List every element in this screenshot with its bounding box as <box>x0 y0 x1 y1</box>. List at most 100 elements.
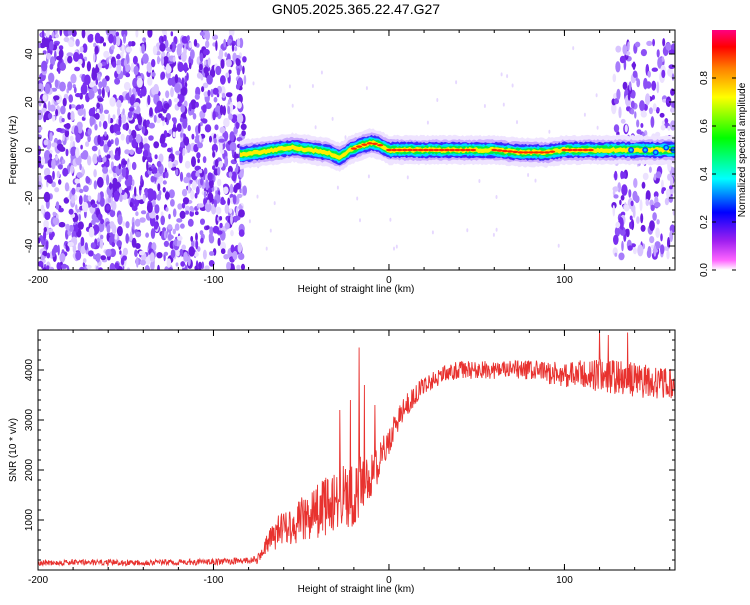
snr-y-tick-label: 3000 <box>24 408 35 431</box>
noise-blob <box>123 34 126 44</box>
noise-blob <box>186 35 190 42</box>
noise-blob <box>125 221 130 229</box>
noise-blob <box>205 225 210 230</box>
noise-blob <box>233 184 238 194</box>
noise-blob <box>165 207 169 212</box>
noise-blob <box>229 131 235 142</box>
noise-blob <box>128 161 131 172</box>
noise-blob <box>168 189 175 199</box>
noise-blob <box>226 261 231 270</box>
noise-blob <box>67 241 74 247</box>
noise-blob <box>164 266 169 270</box>
late-noise-blob <box>636 119 640 128</box>
noise-blob <box>120 133 125 141</box>
noise-blob <box>151 72 156 77</box>
late-noise-blob <box>660 233 663 242</box>
noise-blob <box>232 194 237 205</box>
noise-blob <box>109 182 113 190</box>
late-noise-blob <box>640 49 648 57</box>
noise-blob <box>95 77 99 86</box>
noise-blob <box>236 264 241 270</box>
noise-blob <box>75 38 80 47</box>
late-noise-blob <box>659 112 665 118</box>
noise-blob <box>181 188 188 197</box>
noise-blob <box>93 253 96 260</box>
late-noise-blob <box>645 198 650 207</box>
late-noise-blob <box>634 111 637 119</box>
noise-blob <box>43 230 47 241</box>
late-noise-blob <box>612 73 617 83</box>
signal-peak-mark <box>577 148 584 152</box>
noise-blob <box>176 123 182 132</box>
noise-blob <box>161 116 165 121</box>
noise-blob <box>222 105 226 116</box>
noise-blob <box>187 218 194 227</box>
late-noise-blob <box>654 202 661 208</box>
noise-blob <box>114 262 120 270</box>
noise-blob <box>96 108 100 113</box>
noise-blob <box>160 142 168 148</box>
late-noise-blob <box>657 57 663 69</box>
late-noise-blob <box>655 107 660 113</box>
late-noise-blob <box>616 88 621 100</box>
noise-blob <box>104 131 107 137</box>
noise-blob <box>46 30 50 38</box>
signal-peak-mark <box>454 148 461 152</box>
noise-blob <box>48 228 54 233</box>
noise-blob <box>99 113 105 122</box>
late-noise-blob <box>620 221 624 231</box>
sparse-noise-dot <box>252 81 255 86</box>
noise-blob <box>49 132 53 142</box>
signal-peak-mark <box>443 148 450 152</box>
noise-blob <box>228 30 235 37</box>
noise-blob <box>218 160 224 168</box>
snr-y-axis-label: SNR (10 * v/v) <box>8 418 19 482</box>
late-noise-blob <box>654 131 661 138</box>
noise-blob <box>217 178 222 187</box>
sparse-noise-dot <box>426 120 429 125</box>
snr-y-tick-label: 1000 <box>24 508 35 531</box>
noise-blob <box>118 186 123 194</box>
signal-peak-mark <box>522 151 529 154</box>
noise-blob <box>51 181 56 188</box>
noise-blob <box>58 179 62 185</box>
noise-blob <box>203 48 210 56</box>
late-noise-blob <box>661 179 664 189</box>
snr-x-tick-label: 0 <box>386 575 392 586</box>
noise-blob <box>79 46 84 53</box>
noise-blob <box>42 94 47 102</box>
sparse-noise-dot <box>596 125 599 130</box>
signal-peak-mark <box>512 150 519 154</box>
noise-blob <box>53 95 60 101</box>
noise-blob <box>203 167 208 176</box>
noise-blob <box>207 57 211 67</box>
sparse-noise-dot <box>393 246 395 251</box>
noise-blob <box>180 104 186 113</box>
noise-blob <box>220 75 226 85</box>
sparse-noise-dot <box>557 243 560 248</box>
signal-peak-mark <box>582 148 589 152</box>
noise-blob <box>220 58 225 69</box>
noise-blob <box>91 219 96 225</box>
signal-peak-mark <box>470 148 477 152</box>
late-noise-blob <box>618 106 622 119</box>
noise-blob <box>149 252 155 263</box>
noise-blob <box>38 42 41 49</box>
signal-peak-mark <box>459 148 466 152</box>
late-noise-blob <box>619 55 626 64</box>
noise-blob <box>167 224 173 230</box>
noise-blob <box>68 94 73 103</box>
noise-blob <box>75 251 82 261</box>
noise-blob <box>88 250 94 257</box>
noise-blob <box>97 97 104 102</box>
noise-blob <box>214 124 219 131</box>
noise-blob <box>128 41 133 47</box>
noise-blob <box>163 34 167 42</box>
noise-blob <box>228 171 233 178</box>
noise-blob <box>198 261 202 270</box>
snr-x-tick-label: -100 <box>203 575 223 586</box>
sparse-noise-dot <box>367 174 370 179</box>
noise-blob <box>106 174 110 186</box>
noise-blob <box>134 218 141 227</box>
noise-blob <box>236 137 243 142</box>
